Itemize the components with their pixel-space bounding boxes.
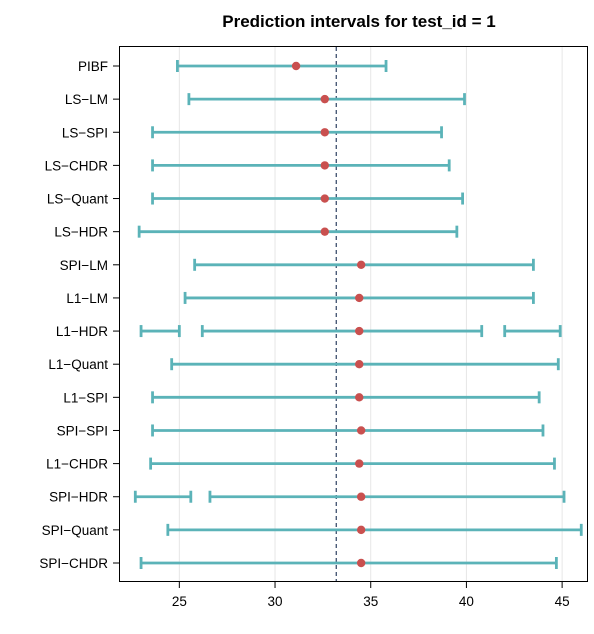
x-tick-label: 35 xyxy=(363,594,378,609)
point-estimate xyxy=(320,227,329,236)
x-tick-label: 25 xyxy=(172,594,187,609)
method-label: LS−Quant xyxy=(47,192,108,207)
point-estimate xyxy=(355,459,364,468)
point-estimate xyxy=(291,61,301,71)
method-label: L1−Quant xyxy=(48,357,108,372)
method-label: PIBF xyxy=(78,59,108,74)
method-label: SPI−LM xyxy=(60,258,108,273)
point-estimate xyxy=(356,492,366,501)
point-estimate xyxy=(356,426,366,435)
method-label: SPI−CHDR xyxy=(39,556,108,571)
interval-bar xyxy=(503,325,562,338)
interval-bar xyxy=(200,325,484,338)
x-tick-label: 45 xyxy=(555,594,570,609)
interval-bar xyxy=(151,159,451,172)
interval-bar xyxy=(151,126,443,139)
method-label: LS−HDR xyxy=(54,225,108,240)
plot-frame xyxy=(119,46,588,582)
points-layer xyxy=(291,61,366,568)
interval-bar xyxy=(139,557,558,569)
method-label: LS−CHDR xyxy=(45,158,109,173)
interval-bar xyxy=(208,490,566,503)
interval-bar xyxy=(170,358,560,371)
point-estimate xyxy=(356,558,366,568)
method-label: SPI−HDR xyxy=(49,490,108,505)
interval-bar xyxy=(151,391,541,404)
interval-bar xyxy=(151,424,545,437)
interval-bar xyxy=(133,490,193,503)
point-estimate xyxy=(355,326,364,336)
interval-bar xyxy=(149,457,556,470)
method-label: SPI−SPI xyxy=(57,423,108,438)
point-estimate xyxy=(320,94,329,104)
interval-bar xyxy=(137,225,459,238)
intervals-layer xyxy=(133,60,583,569)
interval-bar xyxy=(151,192,464,205)
method-label: SPI−Quant xyxy=(42,523,109,538)
point-estimate xyxy=(320,161,329,170)
point-estimate xyxy=(320,194,329,203)
x-tick-label: 30 xyxy=(268,594,283,609)
method-label: L1−LM xyxy=(66,291,108,306)
x-tick-label: 40 xyxy=(459,594,474,609)
point-estimate xyxy=(355,293,364,303)
point-estimate xyxy=(356,525,366,535)
method-label: L1−SPI xyxy=(63,390,108,405)
point-estimate xyxy=(320,128,329,137)
interval-bar xyxy=(139,325,181,338)
interval-bar xyxy=(166,523,583,536)
method-label: LS−LM xyxy=(65,92,108,107)
point-estimate xyxy=(355,393,364,402)
point-estimate xyxy=(355,360,364,369)
method-label: LS−SPI xyxy=(62,125,108,140)
interval-bar xyxy=(176,60,388,72)
x-axis: 25 30 35 40 45 xyxy=(172,581,570,609)
method-label: L1−HDR xyxy=(56,324,108,339)
method-label: L1−CHDR xyxy=(46,457,108,472)
point-estimate xyxy=(356,260,366,269)
y-axis-labels: PIBF LS−LM LS−SPI LS−CHDR LS−Quant LS−HDR SPI−… xyxy=(39,59,120,571)
chart-title: Prediction intervals for test_id = 1 xyxy=(222,12,496,31)
grid-lines xyxy=(178,47,563,581)
